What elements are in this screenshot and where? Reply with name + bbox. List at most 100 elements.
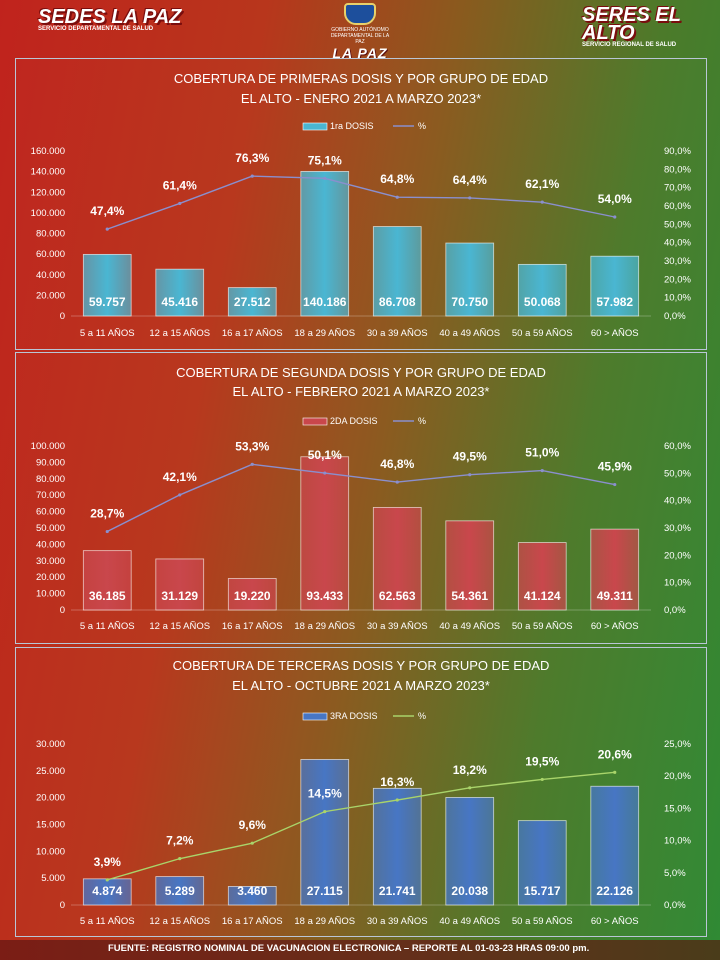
percent-label: 14,5% (308, 787, 342, 801)
percent-label: 19,5% (525, 754, 559, 768)
y-tick-label: 80.000 (36, 229, 65, 240)
percent-line (107, 771, 615, 881)
sedes-logo-sub: SERVICIO DEPARTAMENTAL DE SALUD (38, 26, 154, 32)
y-tick-label: 100.000 (31, 208, 65, 219)
bar-value-label: 54.361 (451, 589, 488, 603)
y-tick-label: 30.000 (36, 556, 65, 567)
legend-bar-swatch (302, 417, 328, 426)
y-tick-label: 0 (60, 311, 65, 322)
bar (82, 878, 132, 906)
bar-value-label: 36.185 (89, 589, 126, 603)
bar-value-label: 21.741 (379, 884, 416, 898)
chart-title: COBERTURA DE SEGUNDA DOSIS Y POR GRUPO D… (176, 365, 546, 380)
chart-subtitle: EL ALTO - OCTUBRE 2021 A MARZO 2023* (232, 678, 490, 693)
gobernacion-logo-sub: GOBIERNO AUTÓNOMO DEPARTAMENTAL DE LA PA… (330, 27, 390, 45)
gobernacion-logo: GOBIERNO AUTÓNOMO DEPARTAMENTAL DE LA PA… (330, 3, 390, 61)
percent-point (395, 195, 399, 199)
x-tick-label: 5 a 11 AÑOS (80, 621, 135, 632)
bar (227, 578, 277, 611)
legend-line-label: % (418, 416, 426, 426)
bar (590, 785, 640, 906)
coat-of-arms-icon (344, 3, 376, 25)
y2-tick-label: 20,0% (664, 550, 691, 561)
y2-tick-label: 15,0% (664, 803, 691, 814)
y2-tick-label: 80,0% (664, 164, 691, 175)
percent-label: 3,9% (94, 855, 122, 869)
legend-line-label: % (418, 121, 426, 131)
y-tick-label: 0 (60, 900, 65, 911)
chart-first-dose: COBERTURA DE PRIMERAS DOSIS Y POR GRUPO … (31, 71, 692, 339)
y2-tick-label: 40,0% (664, 238, 691, 249)
chart-second-dose: COBERTURA DE SEGUNDA DOSIS Y POR GRUPO D… (31, 365, 692, 632)
percent-point (323, 471, 327, 475)
footer-source: FUENTE: REGISTRO NOMINAL DE VACUNACION E… (108, 943, 590, 954)
y2-tick-label: 70,0% (664, 183, 691, 194)
x-tick-label: 18 a 29 AÑOS (294, 328, 355, 339)
x-tick-label: 30 a 39 AÑOS (367, 916, 428, 927)
percent-label: 76,3% (235, 151, 269, 165)
bar-value-label: 3.460 (237, 884, 267, 898)
y-tick-label: 20.000 (36, 793, 65, 804)
y-tick-label: 120.000 (31, 187, 65, 198)
y2-tick-label: 25,0% (664, 739, 691, 750)
y-tick-label: 80.000 (36, 474, 65, 485)
x-tick-label: 12 a 15 AÑOS (149, 621, 210, 632)
bar (372, 226, 422, 317)
percent-label: 64,8% (380, 172, 414, 186)
x-tick-label: 5 a 11 AÑOS (80, 328, 135, 339)
y-tick-label: 100.000 (31, 441, 65, 452)
bar (227, 886, 277, 906)
percent-label: 53,3% (235, 439, 269, 453)
bar (300, 171, 350, 317)
bar-value-label: 59.757 (89, 295, 126, 309)
x-tick-label: 12 a 15 AÑOS (149, 328, 210, 339)
bar (155, 876, 205, 906)
bar-value-label: 20.038 (451, 884, 488, 898)
y2-tick-label: 50,0% (664, 219, 691, 230)
percent-point (468, 786, 472, 790)
percent-label: 50,1% (308, 448, 342, 462)
chart-panel-1: COBERTURA DE PRIMERAS DOSIS Y POR GRUPO … (15, 58, 707, 350)
bar-value-label: 50.068 (524, 295, 561, 309)
y2-tick-label: 10,0% (664, 578, 691, 589)
x-tick-label: 60 > AÑOS (591, 328, 639, 339)
percent-point (395, 798, 399, 802)
percent-label: 64,4% (453, 173, 487, 187)
bar (300, 456, 350, 611)
bar-value-label: 62.563 (379, 589, 416, 603)
percent-point (250, 462, 254, 466)
percent-point (395, 480, 399, 484)
bar (445, 797, 495, 906)
y-tick-label: 160.000 (31, 146, 65, 157)
bar-value-label: 27.115 (307, 884, 343, 898)
x-tick-label: 60 > AÑOS (591, 621, 639, 632)
percent-label: 75,1% (308, 153, 342, 167)
gobernacion-logo-text: LA PAZ (332, 45, 388, 61)
percent-label: 47,4% (90, 204, 124, 218)
percent-line (106, 463, 615, 533)
bar-value-label: 49.311 (597, 589, 633, 603)
bar (445, 242, 495, 317)
bar-value-label: 22.126 (596, 884, 633, 898)
percent-label: 61,4% (163, 178, 197, 192)
y-tick-label: 90.000 (36, 457, 65, 468)
percent-point (323, 810, 327, 814)
chart-title: COBERTURA DE TERCERAS DOSIS Y POR GRUPO … (173, 658, 550, 673)
x-tick-label: 5 a 11 AÑOS (80, 916, 135, 927)
bar (445, 520, 495, 611)
y2-tick-label: 5,0% (664, 868, 686, 879)
percent-point (323, 176, 327, 180)
bar-value-label: 15.717 (524, 884, 561, 898)
percent-point (540, 200, 544, 204)
legend-bar-swatch (302, 122, 328, 131)
percent-label: 9,6% (239, 818, 267, 832)
legend-bar-label: 3RA DOSIS (330, 711, 378, 721)
percent-label: 49,5% (453, 450, 487, 464)
percent-point (540, 777, 544, 782)
bar-value-label: 19.220 (234, 589, 271, 603)
x-tick-label: 16 a 17 AÑOS (222, 916, 283, 927)
x-tick-label: 40 a 49 AÑOS (439, 916, 500, 927)
bar-value-label: 41.124 (524, 589, 561, 603)
y2-tick-label: 60,0% (664, 441, 691, 452)
bar (517, 263, 567, 317)
